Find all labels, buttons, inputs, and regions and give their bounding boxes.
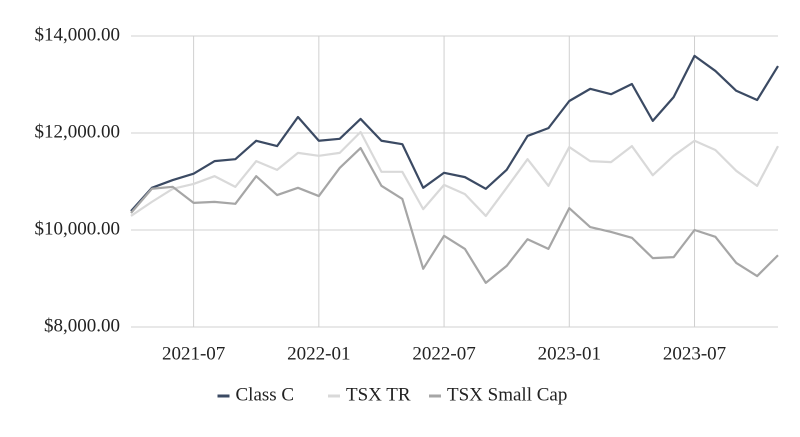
y-tick-label: $14,000.00	[35, 24, 121, 45]
x-tick-label: 2023-01	[538, 343, 601, 364]
x-tick-label: 2023-07	[663, 343, 726, 364]
y-tick-label: $10,000.00	[35, 218, 121, 239]
x-tick-label: 2022-01	[287, 343, 350, 364]
y-tick-label: $12,000.00	[35, 121, 121, 142]
x-tick-label: 2021-07	[162, 343, 225, 364]
series-line	[130, 146, 779, 284]
legend-label: TSX Small Cap	[447, 384, 567, 405]
legend-label: TSX TR	[346, 384, 411, 405]
legend-label: Class C	[236, 384, 295, 405]
y-tick-label: $8,000.00	[44, 315, 120, 336]
x-tick-label: 2022-07	[412, 343, 475, 364]
series-line	[130, 130, 779, 218]
series-line	[130, 54, 779, 212]
